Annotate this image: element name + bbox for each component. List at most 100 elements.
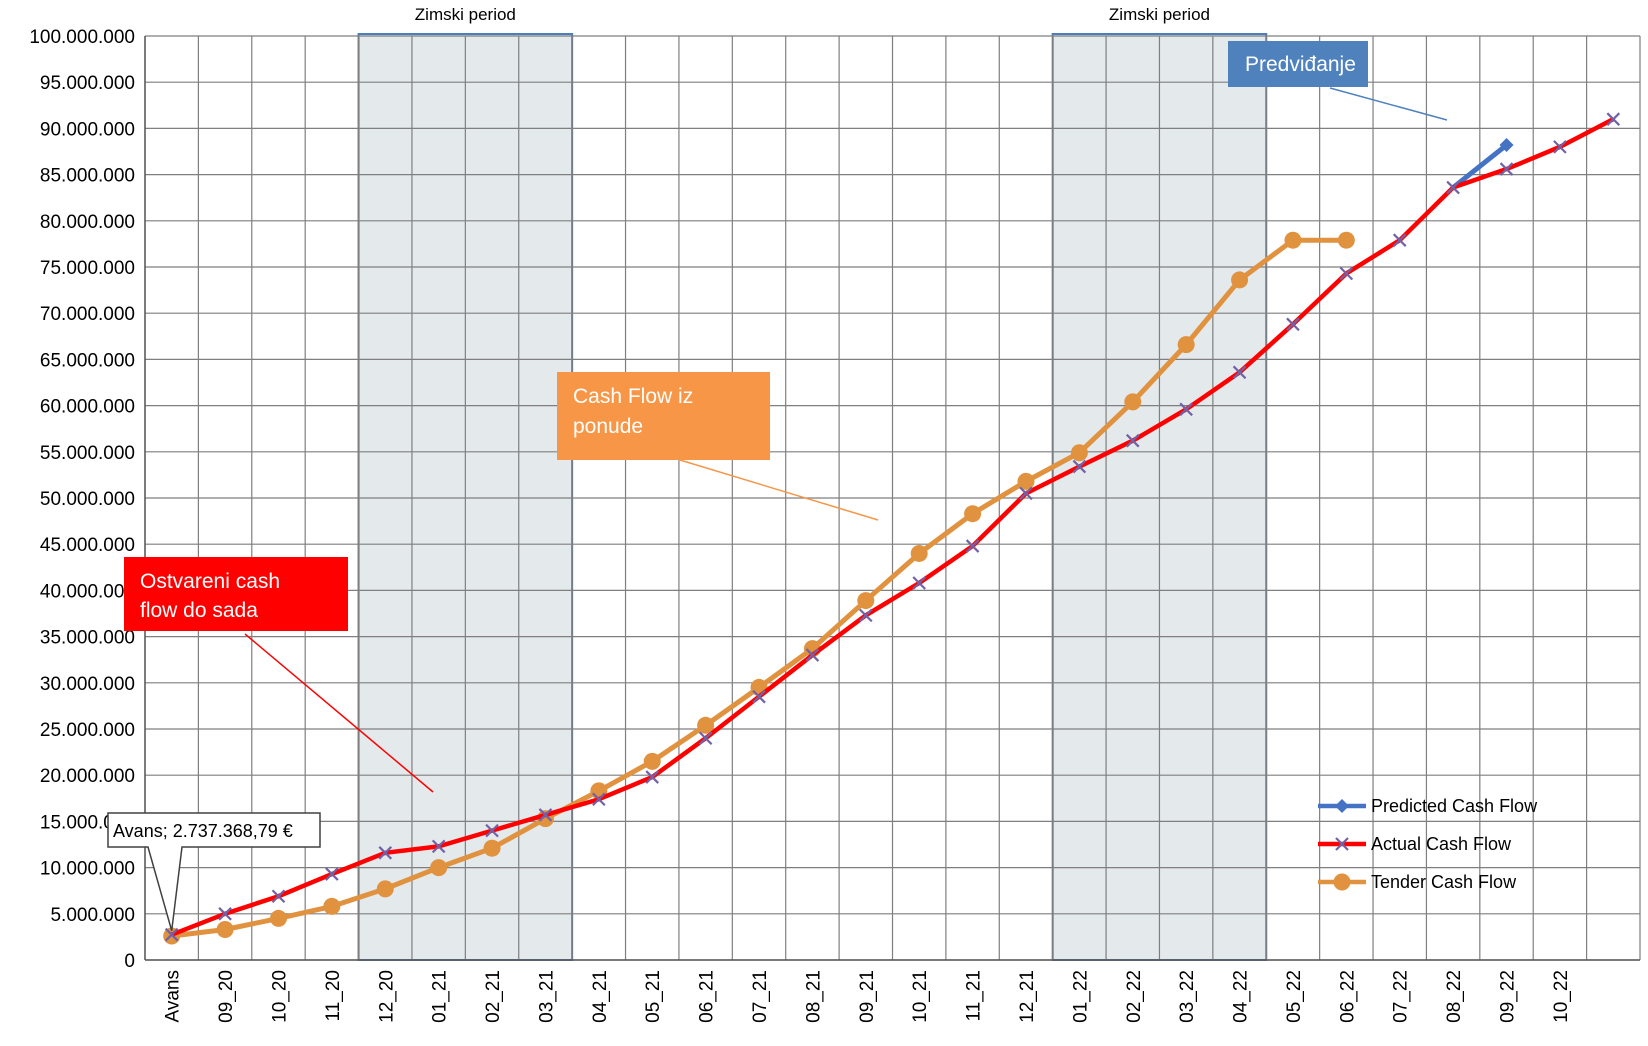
data-point — [1392, 233, 1407, 247]
y-tick-label: 55.000.000 — [40, 443, 135, 464]
actual-callout-label: Ostvareni cash — [140, 570, 280, 593]
data-point — [1179, 402, 1193, 417]
data-point — [1177, 336, 1195, 354]
tender-callout-label: ponude — [573, 415, 643, 438]
x-tick-label: 02_22 — [1124, 970, 1145, 1023]
x-tick-label: 07_22 — [1391, 970, 1412, 1023]
data-point — [698, 731, 713, 746]
data-point — [965, 539, 980, 553]
x-tick-label: 10_22 — [1551, 970, 1572, 1023]
x-tick-label: 06_22 — [1337, 970, 1358, 1023]
data-point — [645, 770, 660, 784]
x-tick-label: 11_21 — [964, 970, 985, 1021]
data-point — [164, 927, 179, 942]
y-tick-label: 45.000.000 — [40, 535, 135, 556]
data-point — [271, 889, 286, 904]
actual-cash-flow-line — [170, 117, 1615, 937]
data-point — [1124, 393, 1142, 411]
predicted-callout-pointer — [1329, 87, 1448, 121]
legend: Predicted Cash Flow Actual Cash Flow Tende… — [1318, 796, 1538, 892]
predicted-cash-flow-line — [1451, 143, 1509, 190]
tender-callout-label: Cash Flow iz — [573, 385, 693, 408]
x-tick-label: 01_21 — [430, 970, 451, 1023]
x-tick-label: 09_21 — [857, 970, 878, 1023]
x-tick-label: 04_21 — [590, 970, 611, 1023]
y-tick-label: 85.000.000 — [40, 166, 135, 187]
y-tick-label: 70.000.000 — [40, 304, 135, 325]
data-point — [1284, 231, 1302, 249]
y-tick-label: 10.000.000 — [40, 859, 135, 880]
data-point — [859, 608, 873, 623]
data-point — [1446, 180, 1460, 195]
x-tick-label: 03_21 — [536, 970, 557, 1023]
y-tick-label: 80.000.000 — [40, 212, 135, 233]
data-point — [1335, 837, 1349, 851]
actual-callout-box — [124, 557, 348, 631]
avans-callout-label: Avans; 2.737.368,79 € — [113, 821, 293, 841]
data-point — [1017, 472, 1035, 490]
winter-period-label: Zimski period — [1109, 5, 1210, 24]
data-point — [964, 505, 982, 523]
data-point — [216, 921, 234, 939]
data-point — [1339, 266, 1354, 281]
y-tick-label: 20.000.000 — [40, 766, 135, 787]
grid — [144, 35, 1641, 961]
winter-period-label: Zimski period — [415, 5, 516, 24]
x-tick-label: 11_20 — [323, 970, 344, 1021]
y-tick-label: 30.000.000 — [40, 674, 135, 695]
predicted-callout-label: Predviđanje — [1245, 53, 1356, 76]
y-tick-label: 90.000.000 — [40, 119, 135, 140]
data-point — [483, 839, 501, 857]
data-point — [376, 880, 394, 898]
data-point — [431, 839, 446, 854]
y-tick-label: 75.000.000 — [40, 258, 135, 279]
x-tick-label: Avans — [163, 970, 184, 1022]
y-tick-label: 25.000.000 — [40, 720, 135, 741]
data-point — [378, 846, 393, 860]
tender-callout-box — [557, 372, 770, 460]
x-tick-label: 12_21 — [1017, 970, 1038, 1023]
data-point — [430, 859, 448, 877]
data-point — [1333, 873, 1351, 891]
x-tick-label: 10_21 — [910, 970, 931, 1023]
x-tick-label: 10_20 — [269, 970, 290, 1023]
predicted-callout-box — [1228, 41, 1368, 87]
data-point — [805, 648, 820, 662]
actual-callout-label: flow do sada — [140, 599, 258, 622]
data-point — [1070, 444, 1088, 462]
data-point — [1337, 231, 1355, 249]
legend-label: Tender Cash Flow — [1371, 872, 1517, 892]
x-tick-label: 09_22 — [1498, 970, 1519, 1023]
data-point — [218, 907, 232, 921]
data-point — [323, 897, 341, 915]
x-tick-label: 03_22 — [1177, 970, 1198, 1023]
data-point — [1606, 112, 1621, 126]
y-tick-label: 35.000.000 — [40, 628, 135, 649]
data-point — [643, 752, 661, 770]
x-tick-label: 08_22 — [1444, 970, 1465, 1023]
annotations: Avans; 2.737.368,79 € Ostvareni cash flow … — [107, 41, 1448, 931]
y-tick-label: 60.000.000 — [40, 397, 135, 418]
series — [163, 112, 1621, 945]
data-point — [1019, 486, 1033, 501]
y-tick-label: 100.000.000 — [29, 27, 135, 48]
x-tick-label: 12_20 — [376, 970, 397, 1023]
y-tick-label: 95.000.000 — [40, 73, 135, 94]
x-tick-label: 07_21 — [750, 970, 771, 1023]
data-point — [912, 576, 926, 590]
legend-label: Actual Cash Flow — [1371, 834, 1512, 854]
data-point — [1231, 271, 1249, 289]
data-point — [1553, 140, 1567, 154]
y-tick-label: 5.000.000 — [50, 905, 135, 926]
data-point — [697, 716, 715, 734]
data-point — [1335, 799, 1349, 813]
axes: 05.000.00010.000.00015.000.00020.000.000… — [29, 27, 1640, 1023]
x-tick-label: 02_21 — [483, 970, 504, 1023]
data-point — [1499, 162, 1514, 176]
avans-callout-box — [107, 812, 321, 931]
x-tick-label: 05_21 — [643, 970, 664, 1023]
data-point — [857, 592, 875, 610]
x-tick-label: 05_22 — [1284, 970, 1305, 1023]
y-tick-label: 40.000.000 — [40, 581, 135, 602]
